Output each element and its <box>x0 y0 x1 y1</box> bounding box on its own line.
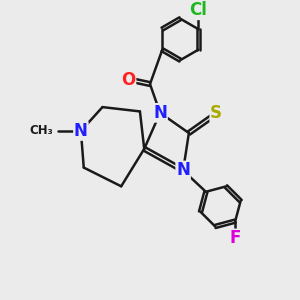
Text: S: S <box>210 104 222 122</box>
Text: F: F <box>230 230 241 247</box>
Text: N: N <box>176 161 190 179</box>
Text: CH₃: CH₃ <box>30 124 53 137</box>
Text: O: O <box>121 71 136 89</box>
Text: Cl: Cl <box>189 1 207 19</box>
Text: N: N <box>74 122 88 140</box>
Text: N: N <box>153 104 167 122</box>
